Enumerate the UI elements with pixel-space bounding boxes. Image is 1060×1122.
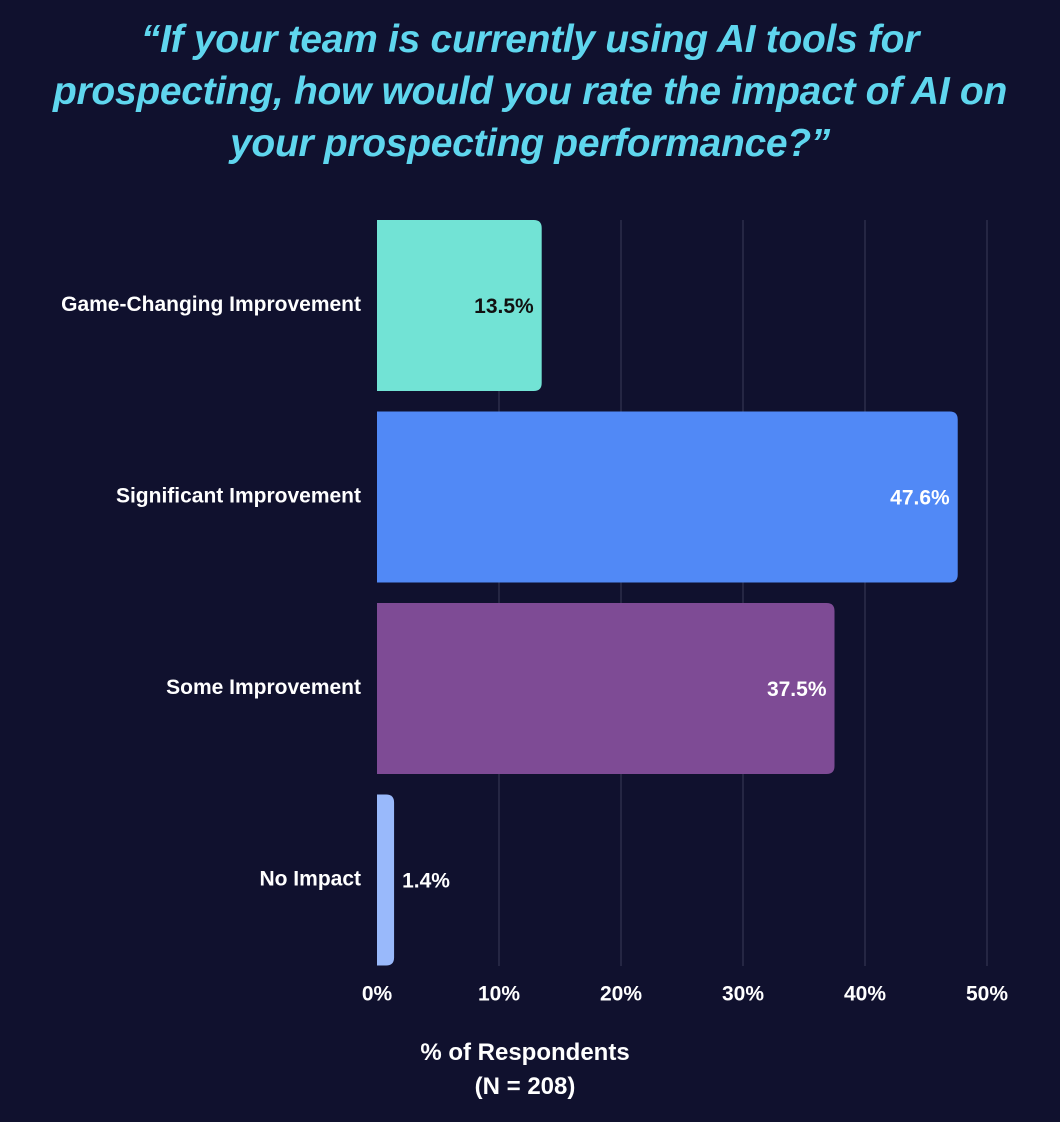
category-label-4: No Impact (259, 868, 361, 891)
data-label-2: 47.6% (890, 487, 950, 510)
x-axis-title-line-1: % of Respondents (420, 1039, 630, 1066)
chart-title-line-2: prospecting, how would you rate the impa… (53, 70, 1007, 113)
data-label-3: 37.5% (767, 678, 827, 701)
data-label-1: 13.5% (474, 295, 534, 318)
x-tick-label-0: 0% (362, 983, 393, 1006)
x-tick-label-20: 20% (600, 983, 642, 1006)
x-axis-title-line-2: (N = 208) (474, 1073, 576, 1100)
data-label-4: 1.4% (402, 870, 450, 893)
x-axis-title: % of Respondents (N = 208) (325, 1036, 725, 1104)
chart-title-line-3: your prospecting performance?” (230, 122, 830, 165)
bar-3 (377, 603, 835, 774)
chart-title: “If your team is currently using AI tool… (20, 14, 1040, 170)
category-label-3: Some Improvement (166, 676, 361, 699)
category-label-1: Game-Changing Improvement (61, 293, 361, 316)
chart-title-line-1: “If your team is currently using AI tool… (140, 18, 920, 61)
x-tick-label-10: 10% (478, 983, 520, 1006)
bar-1 (377, 220, 542, 391)
bar-4 (377, 794, 395, 966)
x-tick-label-40: 40% (844, 983, 886, 1006)
x-tick-label-30: 30% (722, 983, 764, 1006)
category-label-2: Significant Improvement (116, 485, 361, 508)
x-tick-label-50: 50% (966, 983, 1008, 1006)
bar-2 (377, 411, 958, 583)
